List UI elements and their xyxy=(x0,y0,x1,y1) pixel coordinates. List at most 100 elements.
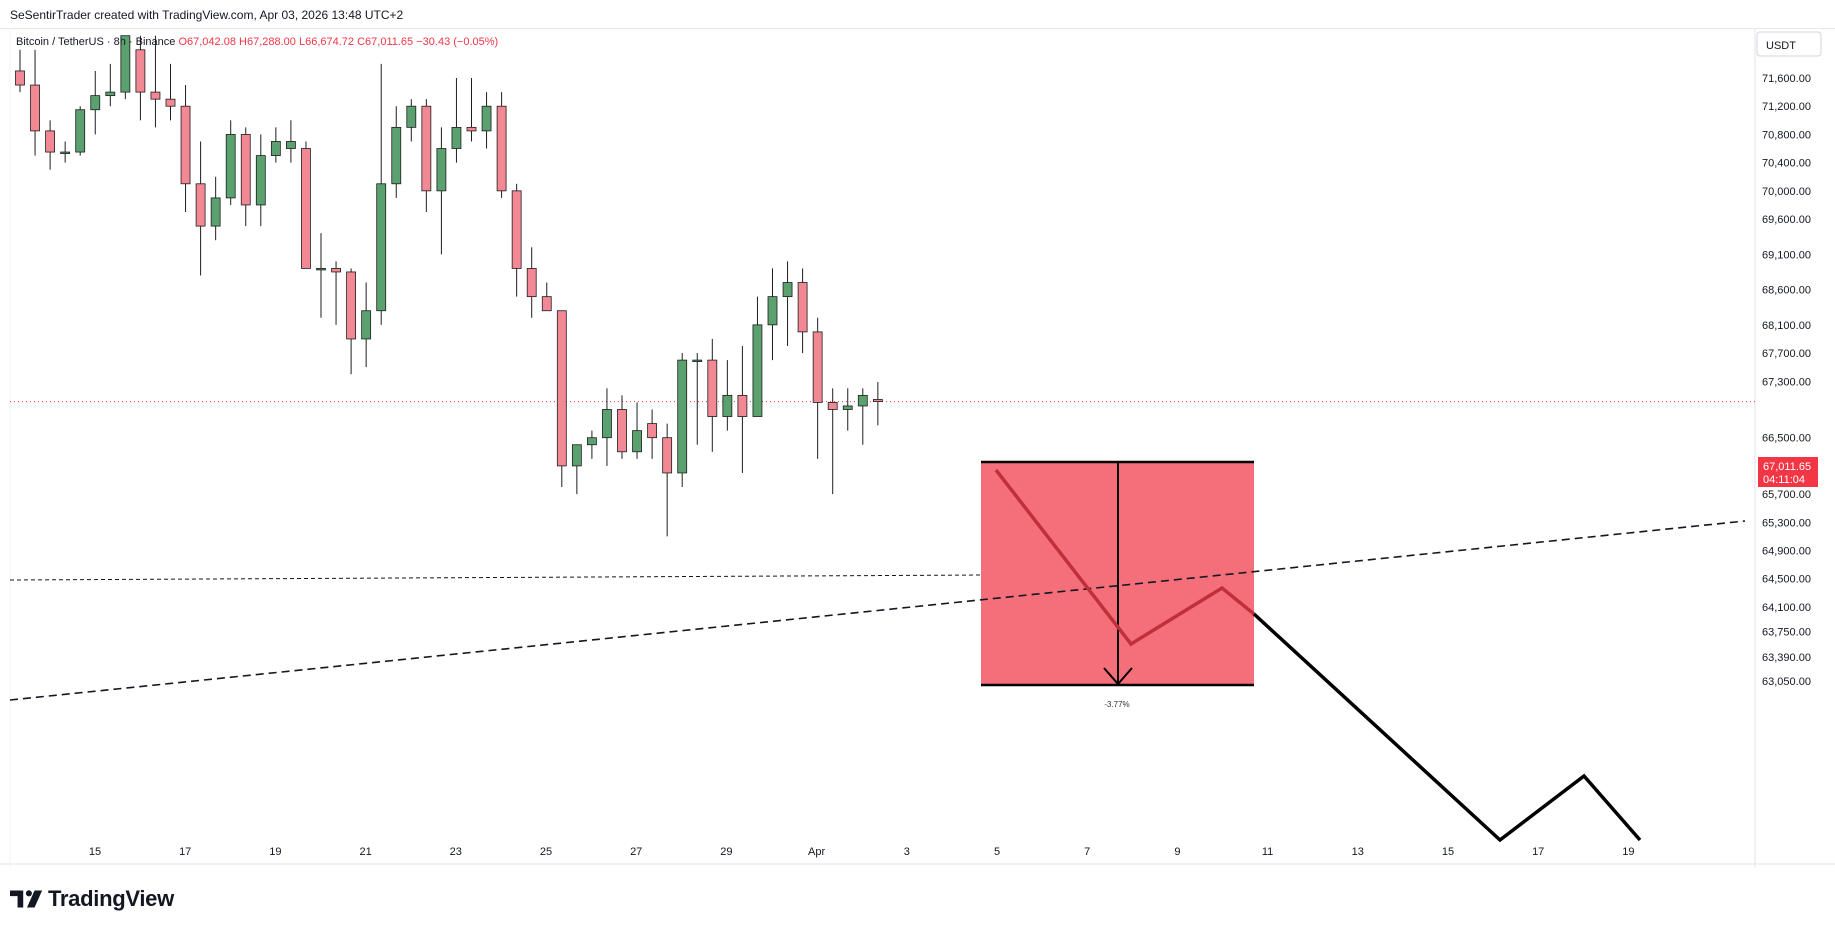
candle[interactable] xyxy=(421,99,432,212)
time-tick-label: 25 xyxy=(540,846,552,858)
price-tick-label: 69,600.00 xyxy=(1762,214,1811,226)
price-tick-label: 68,600.00 xyxy=(1762,285,1811,297)
candle[interactable] xyxy=(15,49,25,93)
candle[interactable] xyxy=(195,141,206,276)
candle[interactable] xyxy=(662,423,673,537)
candle[interactable] xyxy=(827,388,838,495)
candle[interactable] xyxy=(165,63,176,121)
time-tick-label: 19 xyxy=(269,846,281,858)
price-tick-label: 63,050.00 xyxy=(1762,676,1811,688)
candle[interactable] xyxy=(556,310,567,488)
candle[interactable] xyxy=(526,247,537,318)
candle[interactable] xyxy=(150,35,161,128)
candle[interactable] xyxy=(90,70,101,135)
tradingview-logo[interactable]: TradingView xyxy=(10,886,174,912)
candle[interactable] xyxy=(45,120,55,170)
candle[interactable] xyxy=(541,282,552,312)
candle[interactable] xyxy=(60,141,71,163)
candle[interactable] xyxy=(511,183,522,297)
price-tick-label: 69,100.00 xyxy=(1762,249,1811,261)
price-tick-label: 71,600.00 xyxy=(1762,73,1811,85)
candle-series xyxy=(15,35,883,537)
legend-change: −30.43 (−0.05%) xyxy=(416,36,498,48)
candle[interactable] xyxy=(135,35,146,121)
candle[interactable] xyxy=(391,106,402,198)
candle[interactable] xyxy=(316,233,326,318)
price-tick-label: 67,300.00 xyxy=(1762,376,1811,388)
candle[interactable] xyxy=(722,360,733,431)
candle[interactable] xyxy=(225,120,236,205)
price-tick-label: 65,700.00 xyxy=(1762,489,1811,501)
candle[interactable] xyxy=(587,430,597,459)
footer-bar: TradingView xyxy=(0,868,1835,925)
time-tick-label: 9 xyxy=(1174,846,1180,858)
time-tick-label: 7 xyxy=(1084,846,1090,858)
projection-path[interactable] xyxy=(1252,612,1642,843)
candle[interactable] xyxy=(707,338,718,452)
price-chart[interactable]: 71,600.00 71,200.00 70,800.00 70,400.00 70,0… xyxy=(0,28,1835,868)
currency-button[interactable]: USDT xyxy=(1756,31,1822,57)
chart-area[interactable]: 71,600.00 71,200.00 70,800.00 70,400.00 70,0… xyxy=(0,28,1835,868)
candle[interactable] xyxy=(812,317,823,459)
price-tick-label: 68,100.00 xyxy=(1762,320,1811,332)
candle[interactable] xyxy=(692,353,703,445)
candle[interactable] xyxy=(797,268,808,354)
price-tick-label: 66,500.00 xyxy=(1762,433,1811,445)
candle[interactable] xyxy=(617,395,627,459)
candle[interactable] xyxy=(376,63,387,325)
candle[interactable] xyxy=(752,296,763,417)
candle[interactable] xyxy=(571,444,582,495)
candle[interactable] xyxy=(240,127,251,227)
legend-high: H67,288.00 xyxy=(239,36,296,48)
candle[interactable] xyxy=(451,78,462,163)
candle[interactable] xyxy=(782,261,793,346)
candle[interactable] xyxy=(361,282,372,368)
time-tick-label: 13 xyxy=(1352,846,1364,858)
candle[interactable] xyxy=(255,134,266,227)
candle[interactable] xyxy=(346,268,357,375)
price-tick-label: 64,100.00 xyxy=(1762,602,1811,614)
candle[interactable] xyxy=(301,141,311,269)
chart-header-text: SeSentirTrader created with TradingView.… xyxy=(10,8,404,22)
time-tick-label: 27 xyxy=(630,846,642,858)
tradingview-brand: TradingView xyxy=(48,886,174,911)
candle[interactable] xyxy=(75,106,86,156)
currency-label: USDT xyxy=(1766,40,1796,52)
candle[interactable] xyxy=(270,127,281,163)
candle[interactable] xyxy=(120,35,131,100)
tradingview-logo-icon xyxy=(10,890,43,908)
candle[interactable] xyxy=(647,409,657,459)
candle[interactable] xyxy=(406,99,417,142)
time-tick-label: 5 xyxy=(994,846,1000,858)
candle[interactable] xyxy=(30,49,40,156)
projection-path-inside-zone[interactable] xyxy=(994,468,1256,647)
time-tick-label: 3 xyxy=(904,846,910,858)
candle[interactable] xyxy=(105,63,116,107)
candle[interactable] xyxy=(496,92,507,198)
candle[interactable] xyxy=(466,78,477,142)
candle[interactable] xyxy=(857,388,868,445)
candle[interactable] xyxy=(737,346,748,473)
candle[interactable] xyxy=(632,402,642,459)
time-tick-label: 15 xyxy=(89,846,101,858)
chart-header-bar: SeSentirTrader created with TradingView.… xyxy=(0,0,1835,29)
candle[interactable] xyxy=(180,85,191,212)
candle[interactable] xyxy=(436,127,447,255)
candle[interactable] xyxy=(872,382,883,426)
last-price-label: 67,011.65 04:11:04 xyxy=(1758,457,1818,487)
price-tick-label: 70,000.00 xyxy=(1762,186,1811,198)
candle[interactable] xyxy=(285,120,296,163)
candle[interactable] xyxy=(842,388,853,431)
candle[interactable] xyxy=(767,268,778,361)
candle[interactable] xyxy=(210,176,221,241)
candle[interactable] xyxy=(481,92,492,149)
symbol-legend[interactable]: Bitcoin / TetherUS · 8h · Binance O67,04… xyxy=(16,36,498,48)
candle[interactable] xyxy=(677,353,688,488)
price-tick-label: 67,700.00 xyxy=(1762,348,1811,360)
time-tick-label: Apr xyxy=(808,846,825,858)
price-tick-label: 63,390.00 xyxy=(1762,652,1811,664)
candle[interactable] xyxy=(331,261,341,325)
last-price-value: 67,011.65 xyxy=(1763,461,1811,473)
rising-trendline[interactable] xyxy=(9,520,1746,701)
candle[interactable] xyxy=(602,388,612,466)
